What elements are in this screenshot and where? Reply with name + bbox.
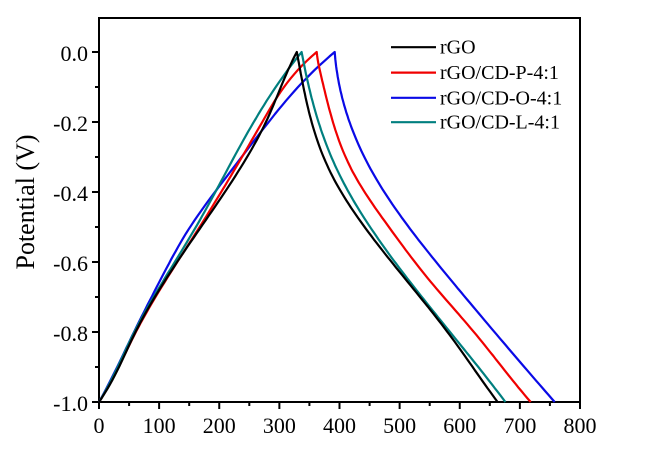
svg-text:rGO: rGO [440, 37, 476, 59]
svg-text:-0.4: -0.4 [53, 181, 88, 206]
svg-text:0: 0 [94, 413, 105, 438]
svg-text:800: 800 [564, 413, 597, 438]
svg-text:500: 500 [383, 413, 416, 438]
svg-text:-0.2: -0.2 [53, 111, 88, 136]
svg-text:400: 400 [323, 413, 356, 438]
svg-text:rGO/CD-P-4:1: rGO/CD-P-4:1 [440, 62, 559, 84]
svg-text:-0.6: -0.6 [53, 251, 88, 276]
svg-text:-1.0: -1.0 [53, 391, 88, 416]
svg-text:600: 600 [443, 413, 476, 438]
svg-text:Potential (V): Potential (V) [11, 134, 40, 269]
svg-text:200: 200 [203, 413, 236, 438]
svg-text:700: 700 [503, 413, 536, 438]
svg-text:0.0: 0.0 [61, 41, 89, 66]
svg-text:300: 300 [263, 413, 296, 438]
svg-text:-0.8: -0.8 [53, 321, 88, 346]
svg-text:100: 100 [143, 413, 176, 438]
svg-text:rGO/CD-O-4:1: rGO/CD-O-4:1 [440, 87, 562, 109]
svg-text:rGO/CD-L-4:1: rGO/CD-L-4:1 [440, 112, 560, 134]
